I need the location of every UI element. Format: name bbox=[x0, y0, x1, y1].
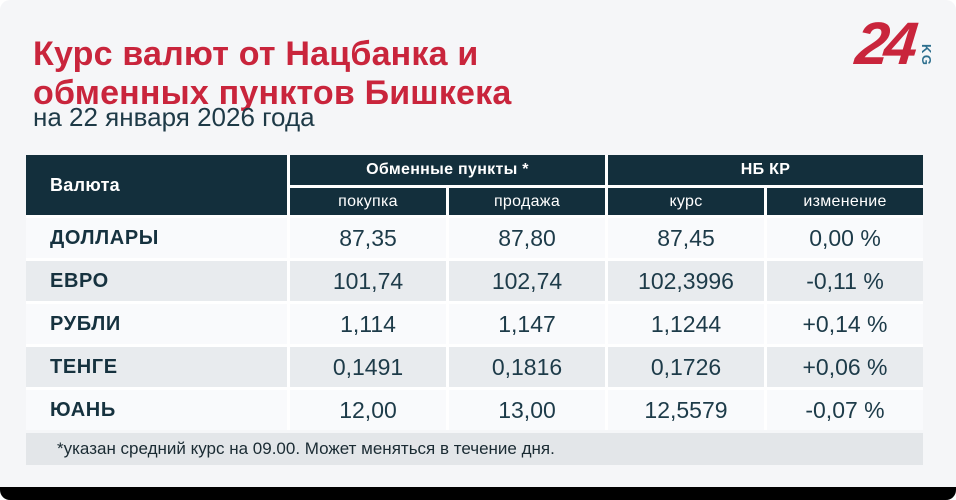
col-header-currency: Валюта bbox=[26, 155, 287, 215]
logo-24kg: 24 KG bbox=[852, 10, 934, 77]
footnote: *указан средний курс на 09.00. Может мен… bbox=[26, 433, 923, 465]
rates-table: Валюта Обменные пункты * НБ КР покупка п… bbox=[26, 155, 923, 430]
page-title-line1: Курс валют от Нацбанка и bbox=[33, 34, 479, 73]
buy-cell: 1,114 bbox=[290, 304, 446, 344]
change-cell: +0,06 % bbox=[767, 347, 923, 387]
sell-cell: 87,80 bbox=[449, 218, 605, 258]
sell-cell: 13,00 bbox=[449, 390, 605, 430]
currency-cell: ТЕНГЕ bbox=[26, 347, 287, 387]
sell-cell: 0,1816 bbox=[449, 347, 605, 387]
buy-cell: 0,1491 bbox=[290, 347, 446, 387]
rate-cell: 1,1244 bbox=[608, 304, 764, 344]
currency-cell: ЮАНЬ bbox=[26, 390, 287, 430]
rate-cell: 87,45 bbox=[608, 218, 764, 258]
col-header-change: изменение bbox=[767, 188, 923, 215]
col-group-nbkr: НБ КР bbox=[608, 155, 923, 185]
col-header-rate: курс bbox=[608, 188, 764, 215]
currency-cell: ЕВРО bbox=[26, 261, 287, 301]
page-title: Курс валют от Нацбанка и обменных пункто… bbox=[33, 35, 512, 113]
currency-cell: РУБЛИ bbox=[26, 304, 287, 344]
col-group-exchange-offices: Обменные пункты * bbox=[290, 155, 605, 185]
col-header-buy: покупка bbox=[290, 188, 446, 215]
sell-cell: 1,147 bbox=[449, 304, 605, 344]
rate-cell: 12,5579 bbox=[608, 390, 764, 430]
bottom-black-bar bbox=[0, 487, 956, 500]
date-subtitle: на 22 января 2026 года bbox=[33, 102, 315, 132]
rate-cell: 102,3996 bbox=[608, 261, 764, 301]
buy-cell: 101,74 bbox=[290, 261, 446, 301]
buy-cell: 87,35 bbox=[290, 218, 446, 258]
sell-cell: 102,74 bbox=[449, 261, 605, 301]
buy-cell: 12,00 bbox=[290, 390, 446, 430]
rate-cell: 0,1726 bbox=[608, 347, 764, 387]
col-header-sell: продажа bbox=[449, 188, 605, 215]
logo-kg-text: KG bbox=[919, 43, 934, 67]
change-cell: 0,00 % bbox=[767, 218, 923, 258]
change-cell: +0,14 % bbox=[767, 304, 923, 344]
rates-table-container: Валюта Обменные пункты * НБ КР покупка п… bbox=[26, 155, 923, 465]
change-cell: -0,11 % bbox=[767, 261, 923, 301]
logo-24-text: 24 bbox=[852, 10, 917, 77]
page-title-line2: обменных пунктов Бишкека bbox=[33, 73, 512, 112]
currency-cell: ДОЛЛАРЫ bbox=[26, 218, 287, 258]
change-cell: -0,07 % bbox=[767, 390, 923, 430]
